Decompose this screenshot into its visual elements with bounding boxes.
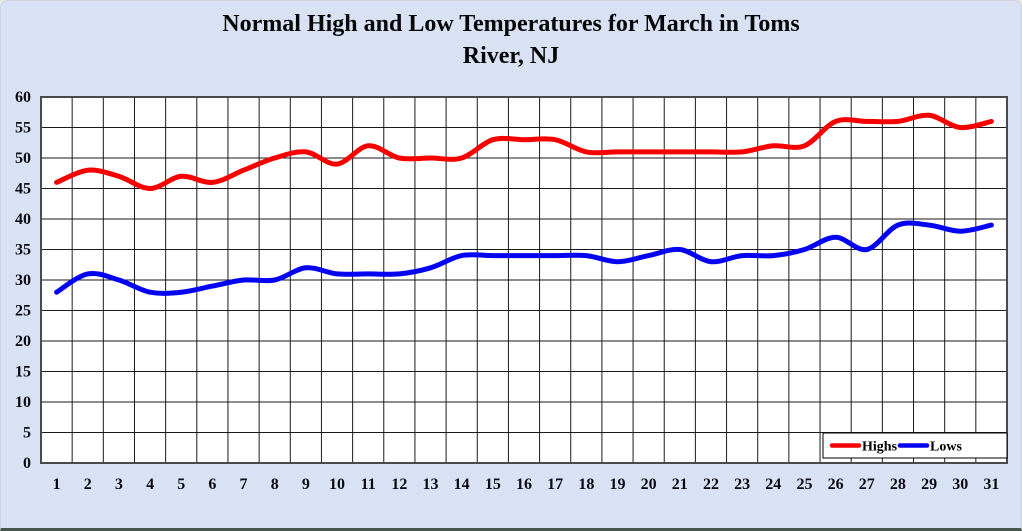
x-axis-tick-label: 25 bbox=[796, 476, 812, 493]
x-axis-tick-label: 2 bbox=[84, 476, 92, 493]
x-axis-tick-label: 14 bbox=[454, 476, 470, 493]
chart-title: Normal High and Low Temperatures for Mar… bbox=[1, 9, 1021, 72]
legend-highs-label: Highs bbox=[862, 440, 898, 455]
x-axis-tick-label: 17 bbox=[547, 476, 563, 493]
y-axis-tick-label: 60 bbox=[15, 89, 31, 106]
x-axis-tick-label: 27 bbox=[859, 476, 875, 493]
x-axis-tick-label: 5 bbox=[177, 476, 185, 493]
legend-lows-label: Lows bbox=[930, 440, 962, 455]
y-axis-tick-label: 25 bbox=[15, 303, 31, 320]
y-axis-tick-label: 30 bbox=[15, 272, 31, 289]
x-axis-tick-label: 10 bbox=[329, 476, 345, 493]
highs-line bbox=[54, 112, 994, 191]
y-axis-tick-label: 40 bbox=[15, 211, 31, 228]
x-axis-tick-label: 8 bbox=[271, 476, 279, 493]
x-axis-tick-label: 11 bbox=[361, 476, 376, 493]
x-axis-tick-label: 7 bbox=[240, 476, 248, 493]
x-axis-tick-label: 23 bbox=[734, 476, 750, 493]
x-axis-tick-label: 30 bbox=[952, 476, 968, 493]
y-axis-tick-label: 20 bbox=[15, 333, 31, 350]
x-axis-tick-label: 21 bbox=[672, 476, 688, 493]
chart-title-line-2: River, NJ bbox=[462, 42, 560, 69]
x-axis-tick-label: 24 bbox=[765, 476, 781, 493]
x-axis-tick-label: 28 bbox=[890, 476, 906, 493]
y-axis-tick-label: 10 bbox=[15, 394, 31, 411]
x-axis-tick-label: 26 bbox=[828, 476, 844, 493]
x-axis-tick-label: 19 bbox=[609, 476, 625, 493]
x-axis-tick-label: 1 bbox=[53, 476, 61, 493]
y-axis-tick-label: 0 bbox=[23, 455, 31, 472]
y-axis-tick-label: 45 bbox=[15, 181, 31, 198]
x-axis-tick-label: 20 bbox=[641, 476, 657, 493]
y-axis-tick-label: 35 bbox=[15, 242, 31, 259]
x-axis-tick-label: 15 bbox=[485, 476, 501, 493]
x-axis-tick-label: 29 bbox=[921, 476, 937, 493]
y-axis-tick-label: 15 bbox=[15, 364, 31, 381]
y-axis-tick-label: 50 bbox=[15, 150, 31, 167]
lows-line bbox=[54, 220, 994, 296]
y-axis-tick-label: 55 bbox=[15, 120, 31, 137]
x-axis-tick-label: 22 bbox=[703, 476, 719, 493]
x-axis-tick-label: 16 bbox=[516, 476, 532, 493]
x-axis-tick-label: 4 bbox=[146, 476, 154, 493]
chart-title-line-1: Normal High and Low Temperatures for Mar… bbox=[222, 11, 800, 37]
y-axis-tick-label: 5 bbox=[23, 425, 31, 442]
x-axis-tick-label: 18 bbox=[578, 476, 594, 493]
x-axis-tick-label: 31 bbox=[983, 476, 999, 493]
plot-border bbox=[40, 96, 1008, 464]
x-axis-tick-label: 3 bbox=[115, 476, 123, 493]
x-axis-tick-label: 6 bbox=[208, 476, 216, 493]
x-axis-tick-label: 13 bbox=[423, 476, 439, 493]
x-axis-tick-label: 9 bbox=[302, 476, 310, 493]
x-axis-tick-label: 12 bbox=[391, 476, 407, 493]
